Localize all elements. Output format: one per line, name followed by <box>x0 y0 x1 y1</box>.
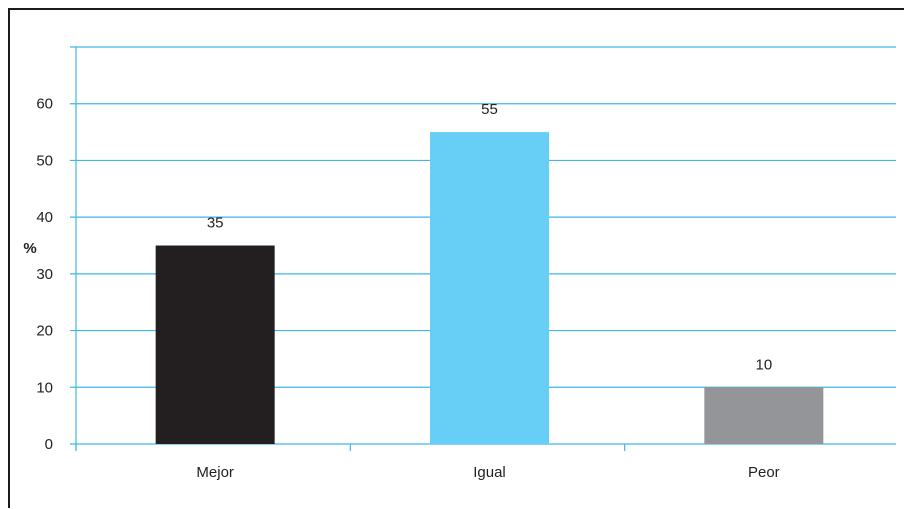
data-label-mejor: 35 <box>207 215 224 232</box>
y-tick-label-40: 40 <box>36 209 53 226</box>
category-label-igual: Igual <box>473 464 506 481</box>
y-tick-label-0: 0 <box>45 436 53 453</box>
bar-mejor <box>155 245 275 444</box>
category-label-peor: Peor <box>748 464 780 481</box>
y-axis-title: % <box>23 240 36 257</box>
y-tick-label-30: 30 <box>36 266 53 283</box>
y-tick-label-20: 20 <box>36 323 53 340</box>
bar-igual <box>430 132 549 445</box>
bar-peor <box>704 387 824 444</box>
data-label-igual: 55 <box>481 101 498 118</box>
data-label-peor: 10 <box>755 356 772 373</box>
category-label-mejor: Mejor <box>196 464 234 481</box>
y-tick-label-60: 60 <box>36 96 53 113</box>
y-tick-label-10: 10 <box>36 379 53 396</box>
y-tick-label-50: 50 <box>36 152 53 169</box>
